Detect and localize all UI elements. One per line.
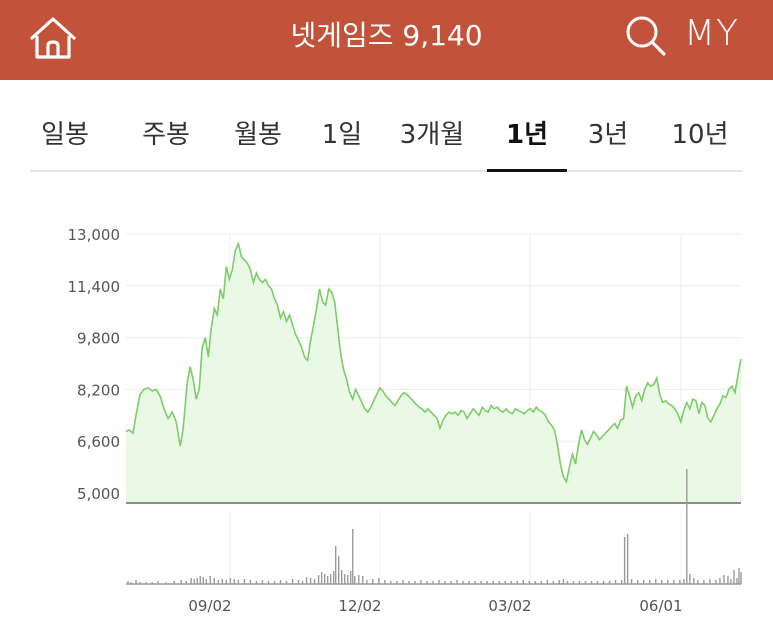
search-button[interactable] [620,10,672,60]
x-tick-label: 03/02 [488,597,531,615]
page-title: 넷게임즈 9,140 [290,19,483,52]
tab-1day[interactable]: 1일 [321,120,363,150]
tab-weekly[interactable]: 주봉 [142,120,190,150]
tab-daily[interactable]: 일봉 [41,120,89,150]
home-icon [30,17,76,59]
price-line [125,241,742,484]
tab-10year[interactable]: 10년 [671,120,729,150]
search-icon [626,16,666,56]
y-tick-label: 13,000 [68,226,121,244]
period-tabs: 일봉 주봉 월봉 1일 3개월 1년 3년 10년 [30,96,743,172]
y-tick-label: 8,200 [77,381,120,399]
x-tick-label: 09/02 [188,597,231,615]
y-tick-label: 11,400 [68,278,121,296]
y-tick-label: 9,800 [77,330,120,348]
tab-3year[interactable]: 3년 [587,120,629,150]
x-axis-labels: 09/02 12/02 03/02 06/01 [188,597,682,615]
app-header: 넷게임즈 9,140 MY [0,0,773,80]
x-tick-label: 06/01 [639,597,682,615]
y-axis-labels: 13,000 11,400 9,800 8,200 6,600 5,000 [68,226,121,503]
tab-3month[interactable]: 3개월 [399,120,465,150]
home-button[interactable] [24,12,82,66]
tab-monthly[interactable]: 월봉 [234,120,282,150]
y-tick-label: 6,600 [77,433,120,451]
price-area-fill [126,243,741,503]
y-tick-label: 5,000 [77,485,120,503]
x-tick-label: 12/02 [338,597,381,615]
tab-1year[interactable]: 1년 [505,120,548,150]
active-tab-indicator [487,169,567,172]
my-button[interactable]: MY [684,13,740,54]
